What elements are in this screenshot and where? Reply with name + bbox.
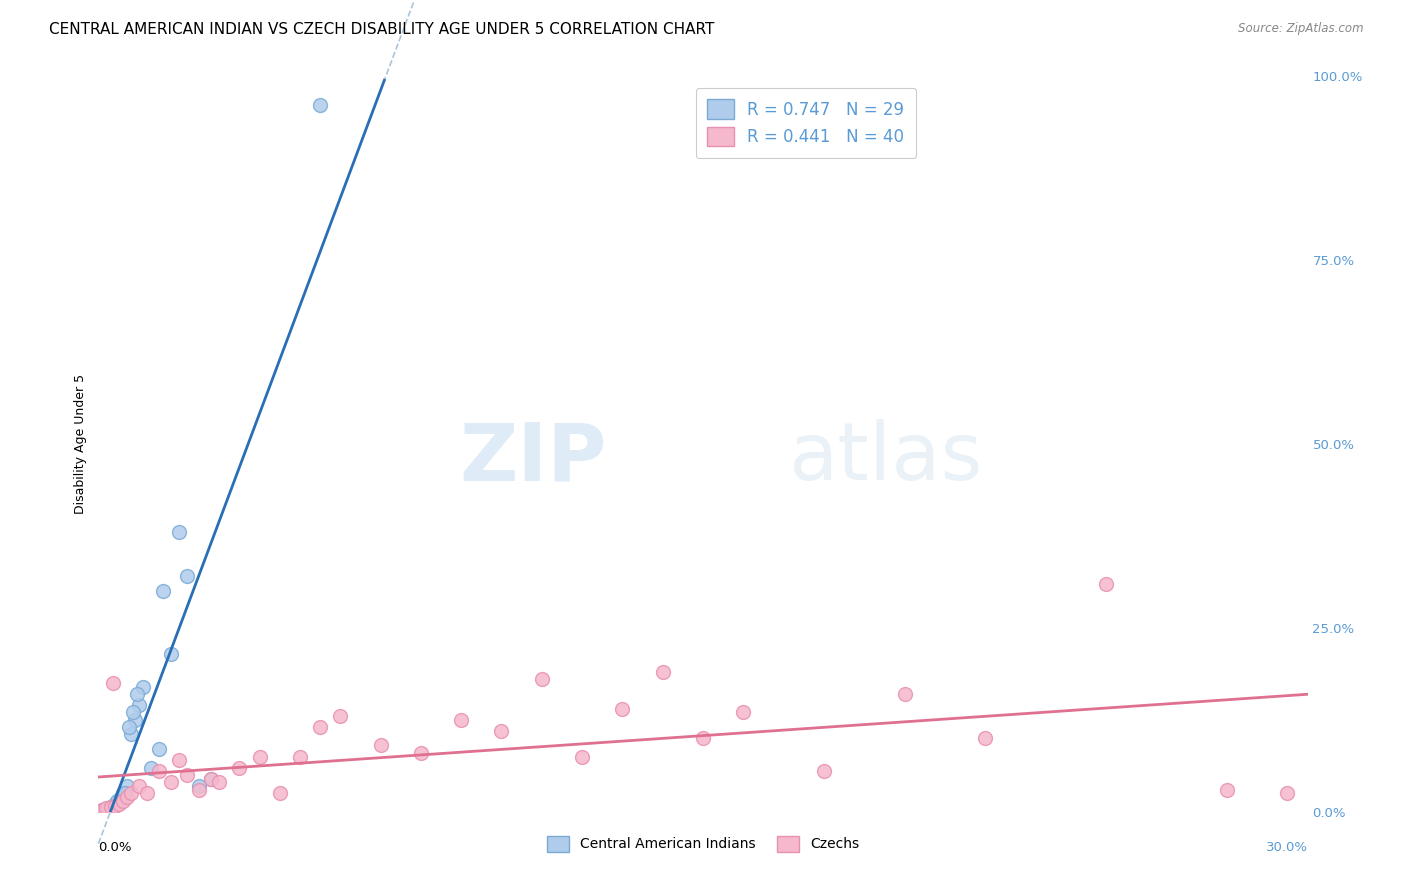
Point bbox=[167, 524, 190, 539]
Point bbox=[103, 797, 125, 812]
Text: 0.0%: 0.0% bbox=[98, 841, 132, 855]
Point bbox=[107, 794, 129, 808]
Point bbox=[269, 786, 291, 800]
Point bbox=[249, 749, 271, 764]
Point bbox=[409, 746, 432, 760]
Point bbox=[96, 802, 118, 816]
Point bbox=[1095, 576, 1118, 591]
Point bbox=[530, 673, 553, 687]
Point bbox=[101, 676, 124, 690]
Point bbox=[188, 779, 211, 793]
Point bbox=[733, 706, 755, 720]
Text: Source: ZipAtlas.com: Source: ZipAtlas.com bbox=[1239, 22, 1364, 36]
Point bbox=[176, 768, 198, 782]
Point bbox=[893, 687, 915, 701]
Point bbox=[188, 782, 211, 797]
Point bbox=[101, 798, 124, 813]
Point bbox=[329, 709, 352, 723]
Point bbox=[103, 798, 125, 813]
Point bbox=[135, 786, 157, 800]
Point bbox=[115, 790, 138, 805]
Point bbox=[160, 775, 183, 789]
Point bbox=[100, 800, 122, 814]
Point bbox=[91, 803, 114, 817]
Point bbox=[105, 794, 128, 808]
Point bbox=[228, 760, 250, 774]
Point bbox=[974, 731, 997, 746]
Point bbox=[139, 760, 162, 774]
Point bbox=[110, 790, 132, 805]
Point bbox=[288, 749, 311, 764]
Text: ZIP: ZIP bbox=[458, 419, 606, 498]
Text: 30.0%: 30.0% bbox=[1265, 841, 1308, 855]
Point bbox=[100, 800, 122, 814]
Point bbox=[111, 786, 134, 800]
Point bbox=[93, 803, 115, 817]
Point bbox=[612, 701, 634, 715]
Point bbox=[121, 706, 143, 720]
Point bbox=[125, 687, 148, 701]
Point bbox=[148, 742, 170, 756]
Point bbox=[107, 797, 129, 812]
Point bbox=[128, 779, 150, 793]
Point bbox=[160, 647, 183, 661]
Point bbox=[120, 727, 142, 741]
Point bbox=[97, 801, 120, 815]
Point bbox=[651, 665, 673, 679]
Point bbox=[111, 794, 134, 808]
Point bbox=[96, 801, 118, 815]
Point bbox=[148, 764, 170, 779]
Point bbox=[91, 803, 114, 817]
Point bbox=[152, 583, 174, 598]
Text: atlas: atlas bbox=[787, 419, 981, 498]
Point bbox=[200, 772, 222, 786]
Point bbox=[692, 731, 714, 746]
Point bbox=[124, 713, 146, 727]
Legend: Central American Indians, Czechs: Central American Indians, Czechs bbox=[538, 827, 868, 860]
Point bbox=[115, 779, 138, 793]
Point bbox=[114, 786, 136, 800]
Point bbox=[813, 764, 835, 779]
Text: CENTRAL AMERICAN INDIAN VS CZECH DISABILITY AGE UNDER 5 CORRELATION CHART: CENTRAL AMERICAN INDIAN VS CZECH DISABIL… bbox=[49, 22, 714, 37]
Point bbox=[208, 775, 231, 789]
Point bbox=[571, 749, 593, 764]
Point bbox=[1277, 786, 1299, 800]
Point bbox=[167, 753, 190, 767]
Point bbox=[491, 723, 513, 738]
Point bbox=[118, 720, 141, 734]
Point bbox=[1216, 782, 1239, 797]
Y-axis label: Disability Age Under 5: Disability Age Under 5 bbox=[75, 374, 87, 514]
Point bbox=[132, 680, 155, 694]
Point bbox=[200, 772, 222, 786]
Point bbox=[128, 698, 150, 712]
Point bbox=[309, 98, 332, 112]
Point bbox=[450, 713, 472, 727]
Point bbox=[176, 569, 198, 583]
Point bbox=[370, 739, 392, 753]
Point bbox=[120, 786, 142, 800]
Point bbox=[309, 720, 332, 734]
